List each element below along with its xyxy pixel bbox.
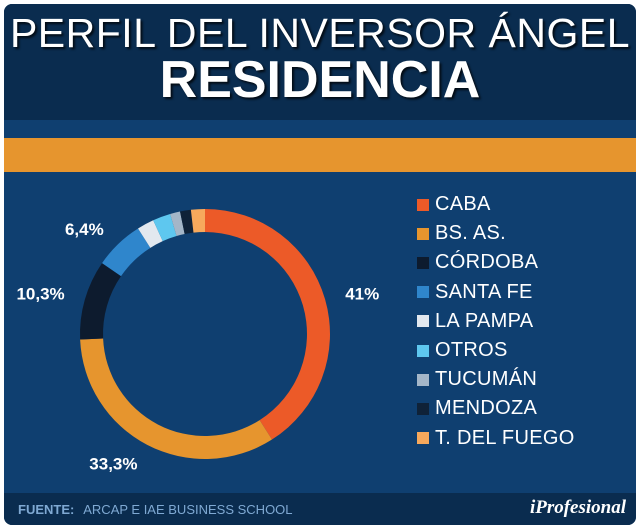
legend-swatch [417, 286, 429, 299]
donut-slice-t-del-fuego [190, 209, 205, 233]
legend-item: MENDOZA [417, 394, 575, 423]
legend-swatch [417, 373, 429, 386]
slice-data-label: 33,3% [89, 454, 137, 473]
donut-slice-bs-as [80, 338, 272, 459]
donut-slice-otros [153, 213, 177, 242]
legend-item: OTROS [417, 336, 575, 365]
donut-slice-santa-fe [102, 228, 151, 277]
legend-label: TUCUMÁN [435, 368, 538, 391]
legend-swatch [417, 344, 429, 357]
legend-label: T. DEL FUEGO [435, 426, 575, 449]
accent-band [4, 138, 636, 172]
title-line-2: RESIDENCIA [159, 51, 481, 109]
source-text: ARCAP E IAE BUSINESS SCHOOL [83, 502, 293, 517]
legend-swatch [417, 402, 429, 415]
donut-chart: 41% 33,3% 10,3% 6,4% [16, 209, 379, 473]
title-line-1: PERFIL DEL INVERSOR ÁNGEL [9, 10, 631, 56]
legend-label: OTROS [435, 339, 508, 362]
legend-item: LA PAMPA [417, 307, 575, 336]
chart-area: 41% 33,3% 10,3% 6,4% CABA BS. AS. CÓRDOBA SANT… [4, 172, 636, 493]
legend-item: CABA [417, 190, 575, 219]
legend-swatch [417, 256, 429, 269]
donut-slice-la-pampa [138, 220, 163, 248]
donut-slice-mendoza [180, 209, 194, 235]
slice-data-label: 10,3% [16, 285, 64, 304]
footer: FUENTE: ARCAP E IAE BUSINESS SCHOOL iPro… [4, 493, 636, 525]
legend-label: BS. AS. [435, 222, 507, 245]
source-credit: FUENTE: ARCAP E IAE BUSINESS SCHOOL [18, 502, 293, 517]
donut-slice-caba [205, 209, 330, 440]
donut-slice-c-rdoba [80, 263, 121, 340]
brand-logo: iProfesional [529, 497, 626, 518]
legend-label: CABA [435, 193, 491, 216]
legend-label: LA PAMPA [435, 309, 534, 332]
legend-swatch [417, 227, 429, 240]
infographic-frame: PERFIL DEL INVERSOR ÁNGEL RESIDENCIA 41%… [4, 4, 636, 525]
legend-item: TUCUMÁN [417, 365, 575, 394]
legend-item: SANTA FE [417, 278, 575, 307]
legend-swatch [417, 432, 429, 445]
legend-item: BS. AS. [417, 219, 575, 248]
slice-data-label: 6,4% [65, 220, 104, 239]
divider-band [4, 120, 636, 138]
source-label: FUENTE: [18, 502, 75, 517]
legend: CABA BS. AS. CÓRDOBA SANTA FE LA PAMPA OTROS T… [417, 190, 575, 453]
legend-label: SANTA FE [435, 280, 533, 303]
legend-item: CÓRDOBA [417, 248, 575, 277]
legend-label: MENDOZA [435, 397, 538, 420]
legend-label: CÓRDOBA [435, 251, 539, 274]
legend-item: T. DEL FUEGO [417, 424, 575, 453]
header: PERFIL DEL INVERSOR ÁNGEL RESIDENCIA [4, 4, 636, 120]
legend-swatch [417, 315, 429, 328]
donut-slice-tucum-n [170, 211, 185, 237]
legend-swatch [417, 198, 429, 211]
slice-data-label: 41% [345, 284, 379, 303]
